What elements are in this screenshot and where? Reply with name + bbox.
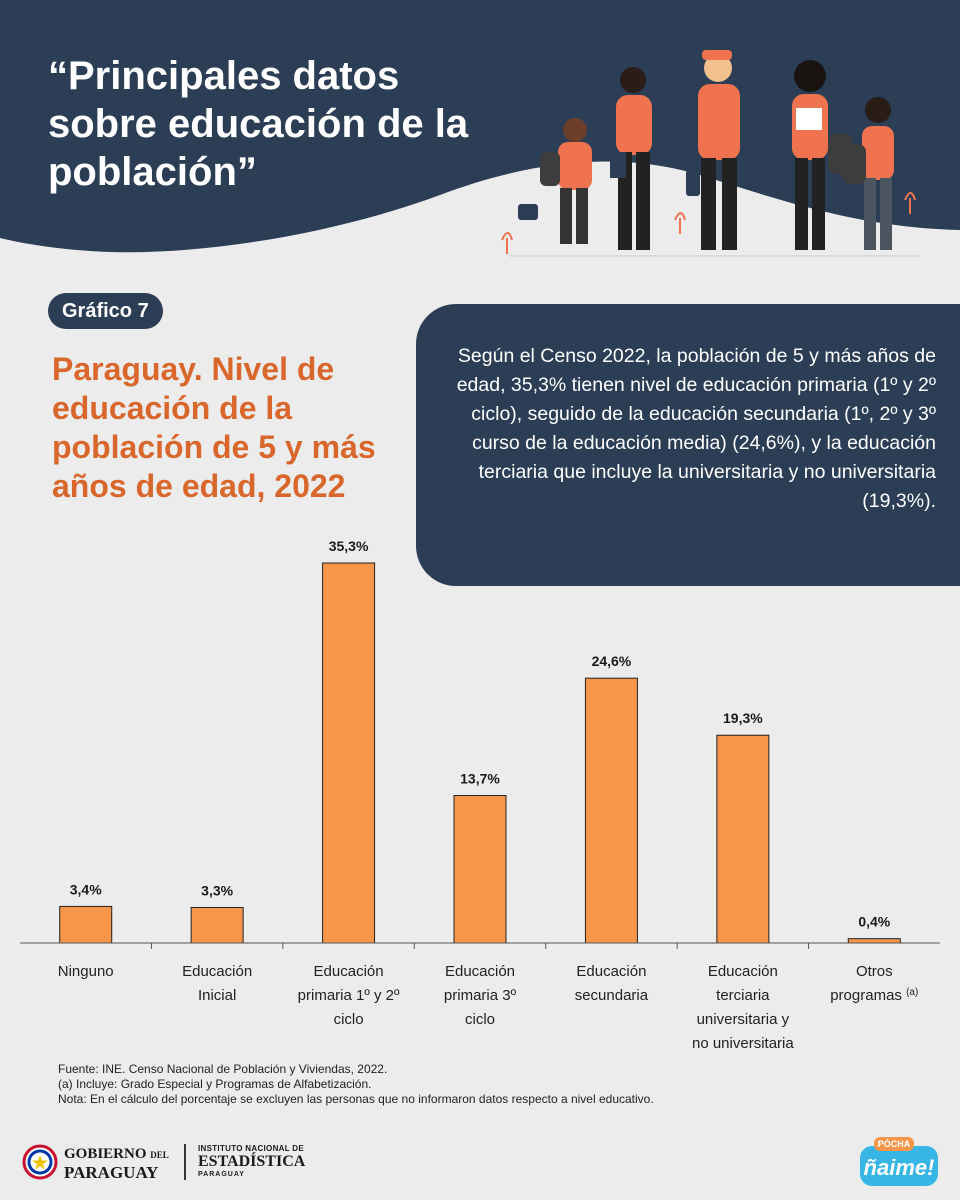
summary-box: Según el Censo 2022, la población de 5 y… — [416, 304, 960, 586]
value-label-5: 19,3% — [723, 710, 763, 726]
category-label-4: Educación secundaria — [575, 963, 649, 1004]
students-illustration — [501, 50, 920, 257]
ine-line1: INSTITUTO NACIONAL DE — [198, 1144, 305, 1153]
chart-notes: Fuente: INE. Censo Nacional de Población… — [58, 1062, 918, 1107]
bar-5 — [716, 734, 770, 944]
ine-logo-text: INSTITUTO NACIONAL DE ESTADÍSTICA PARAGU… — [198, 1144, 305, 1178]
value-label-0: 3,4% — [70, 881, 102, 897]
value-label-4: 24,6% — [592, 653, 632, 669]
national-seal-icon — [22, 1144, 58, 1180]
government-logos: GOBIERNO DEL PARAGUAY INSTITUTO NACIONAL… — [22, 1140, 342, 1190]
ine-line3: PARAGUAY — [198, 1171, 245, 1178]
logo-main-text: ñaime! — [864, 1155, 935, 1180]
chart-title: Paraguay. Nivel de educación de la pobla… — [52, 351, 376, 504]
summary-text: Según el Censo 2022, la población de 5 y… — [456, 345, 936, 512]
value-label-2: 35,3% — [329, 538, 369, 554]
gov-line2: PARAGUAY — [64, 1163, 159, 1182]
bar-4 — [584, 677, 638, 944]
value-label-6: 0,4% — [858, 914, 890, 930]
gobierno-logo-text: GOBIERNO DEL PARAGUAY — [64, 1146, 169, 1181]
bar-3 — [453, 795, 507, 944]
gov-del: DEL — [150, 1150, 169, 1160]
bar-0 — [59, 905, 113, 944]
gov-line1: GOBIERNO — [64, 1146, 147, 1162]
pocha-naime-logo: PÓCHA ñaime! — [860, 1137, 938, 1186]
note-a: (a) Incluye: Grado Especial y Programas … — [58, 1077, 372, 1091]
logo-top-text: PÓCHA — [878, 1138, 911, 1149]
bar-6 — [847, 938, 901, 944]
category-label-3: Educación primaria 3º ciclo — [444, 963, 517, 1028]
page-title: “Principales datos sobre educación de la… — [48, 54, 469, 194]
category-label-1: Educación Inicial — [182, 963, 252, 1004]
category-label-2: Educación primaria 1º y 2º ciclo — [298, 963, 400, 1028]
chart-number-badge: Gráfico 7 — [48, 293, 163, 329]
note-source: Fuente: INE. Censo Nacional de Población… — [58, 1062, 388, 1076]
value-label-1: 3,3% — [201, 882, 233, 898]
bar-2 — [322, 562, 376, 944]
category-label-5: Educación terciaria universitaria y no univ… — [692, 963, 794, 1052]
note-nota: Nota: En el cálculo del porcentaje se ex… — [58, 1092, 654, 1106]
ine-line2: ESTADÍSTICA — [198, 1153, 306, 1170]
bar-1 — [190, 906, 244, 944]
category-label-0: Ninguno — [58, 963, 114, 980]
logo-divider — [184, 1144, 186, 1180]
category-label-6: Otros programas (a) — [830, 963, 918, 1004]
value-label-3: 13,7% — [460, 771, 500, 787]
